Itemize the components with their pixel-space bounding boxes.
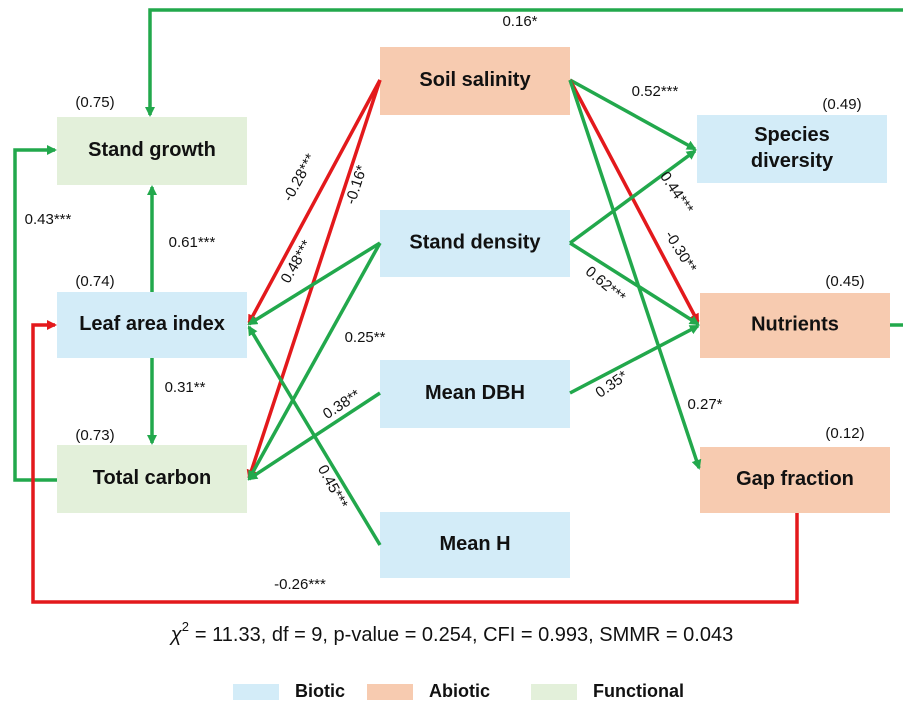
node-label-line: Mean DBH — [425, 382, 525, 404]
legend-label: Functional — [593, 681, 684, 701]
path-arrow — [569, 241, 700, 326]
node-box — [700, 293, 890, 358]
node-label-line: Species — [754, 124, 830, 146]
path-arrow — [13, 145, 57, 482]
node-box — [57, 292, 247, 358]
r-squared: (0.45) — [825, 273, 864, 290]
node-label: Leaf area index — [79, 313, 225, 335]
node-label-line: Soil salinity — [419, 69, 531, 91]
node-label-line: Mean H — [439, 533, 510, 555]
path-arrow — [569, 324, 700, 395]
path-arrow — [246, 79, 382, 480]
path-coefficient: 0.61*** — [169, 234, 216, 251]
path-coefficient: -0.30** — [661, 228, 700, 276]
legend-swatch — [233, 684, 279, 700]
path-coefficient: 0.31** — [165, 379, 206, 396]
node-label-line: Stand density — [409, 232, 541, 254]
node-label: Gap fraction — [736, 468, 854, 490]
path-arrow — [247, 325, 382, 546]
path-coefficient: 0.25** — [345, 329, 386, 346]
legend-label: Biotic — [295, 681, 345, 701]
path-arrow — [568, 79, 702, 470]
path-arrow — [568, 149, 697, 245]
node-label-line: Stand growth — [88, 139, 216, 161]
path-arrow — [150, 8, 903, 327]
path-coefficient: 0.43*** — [25, 211, 72, 228]
node-label: Stand density — [409, 232, 541, 254]
node-label-line: Gap fraction — [736, 468, 854, 490]
node-label: Total carbon — [93, 467, 212, 489]
node-box — [57, 445, 247, 513]
node-label: Soil salinity — [419, 69, 531, 91]
path-coefficient: 0.44*** — [656, 169, 696, 217]
path-arrow — [247, 242, 382, 481]
path-coefficient: -0.26*** — [274, 576, 326, 593]
r-squared: (0.74) — [75, 273, 114, 290]
legend-swatch — [367, 684, 413, 700]
node-label: Stand growth — [88, 139, 216, 161]
path-arrow — [247, 241, 381, 326]
path-arrow — [569, 78, 697, 151]
node-box — [380, 512, 570, 578]
path-arrow — [31, 320, 799, 604]
path-coefficient: -0.28*** — [280, 151, 320, 205]
node-label-line: diversity — [751, 150, 834, 172]
path-coefficient: 0.27* — [687, 396, 722, 413]
node-label: Species diversity — [751, 124, 834, 172]
node-box — [380, 47, 570, 115]
r-squared: (0.12) — [825, 425, 864, 442]
node-box — [57, 117, 247, 185]
node-label: Nutrients — [751, 314, 839, 336]
node-label-line: Leaf area index — [79, 313, 225, 335]
node-label: Mean DBH — [425, 382, 525, 404]
legend-label: Abiotic — [429, 681, 490, 701]
node-box — [700, 447, 890, 513]
r-squared: (0.49) — [822, 96, 861, 113]
node-label-line: Total carbon — [93, 467, 212, 489]
fit-statistics: χ2 = 11.33, df = 9, p-value = 0.254, CFI … — [169, 619, 733, 646]
legend-swatch — [531, 684, 577, 700]
r-squared: (0.75) — [75, 94, 114, 111]
r-squared: (0.73) — [75, 427, 114, 444]
node-box — [697, 115, 887, 183]
path-arrow — [568, 79, 700, 324]
node-label: Mean H — [439, 533, 510, 555]
node-box — [380, 210, 570, 277]
path-coefficient: 0.62*** — [582, 263, 629, 306]
path-coefficient: 0.16* — [502, 13, 537, 30]
node-label-line: Nutrients — [751, 314, 839, 336]
path-arrow — [247, 79, 382, 325]
node-box — [380, 360, 570, 428]
path-coefficient: 0.52*** — [632, 83, 679, 100]
